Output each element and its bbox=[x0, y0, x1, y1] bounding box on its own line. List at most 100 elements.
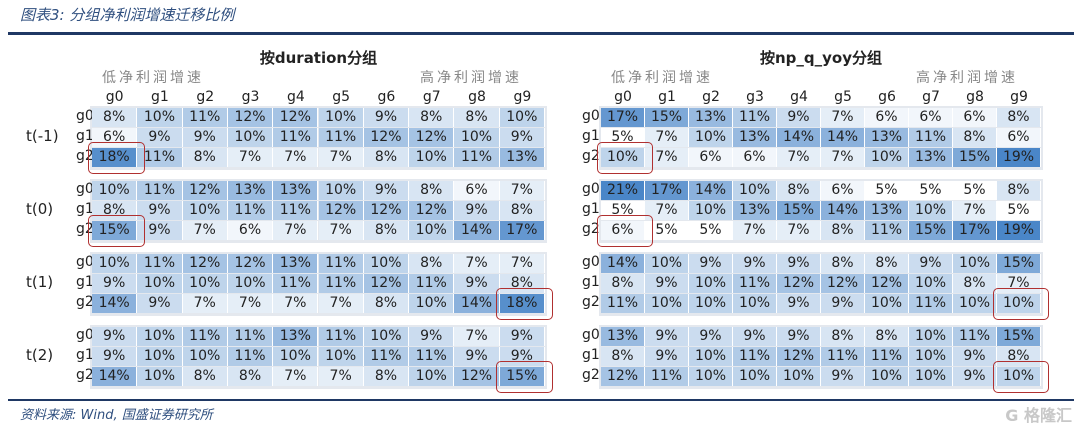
heatmap-cell: 8% bbox=[454, 108, 500, 127]
heatmap-cell: 6% bbox=[821, 181, 865, 200]
heatmap-cell: 11% bbox=[227, 201, 274, 220]
heatmap-cell: 11% bbox=[409, 347, 455, 366]
column-header: g1 bbox=[658, 89, 676, 105]
heatmap-cell: 10% bbox=[137, 274, 183, 293]
heatmap-cell: 9% bbox=[909, 254, 953, 273]
heatmap-cell: 10% bbox=[953, 294, 997, 313]
heatmap-cell: 14% bbox=[92, 294, 138, 313]
heatmap-cell: 12% bbox=[777, 274, 821, 293]
heatmap-cell: 17% bbox=[499, 221, 545, 240]
heatmap-cell: 9% bbox=[733, 254, 777, 273]
heatmap-cell: 7% bbox=[318, 367, 364, 386]
heatmap-cell: 9% bbox=[363, 108, 410, 127]
heatmap-cell: 12% bbox=[363, 128, 410, 147]
row-header: g0 bbox=[582, 254, 600, 270]
heatmap-cell: 8% bbox=[409, 181, 455, 200]
source-note: 资料来源: Wind, 国盛证券研究所 bbox=[20, 408, 213, 423]
heatmap-cell: 8% bbox=[182, 148, 228, 167]
heatmap-cell: 10% bbox=[909, 367, 953, 386]
heatmap-cell: 15% bbox=[909, 221, 953, 240]
heatmap-cell: 8% bbox=[953, 274, 997, 293]
heatmap-cell: 6% bbox=[865, 108, 909, 127]
heatmap-cell: 9% bbox=[499, 128, 545, 147]
heatmap-cell: 18% bbox=[499, 294, 545, 313]
heatmap-cell: 10% bbox=[689, 367, 733, 386]
heatmap-cell: 10% bbox=[997, 367, 1041, 386]
heatmap-cell: 8% bbox=[777, 181, 821, 200]
heatmap-cell: 7% bbox=[821, 108, 865, 127]
heatmap-cell: 13% bbox=[273, 181, 319, 200]
heatmap-cell: 11% bbox=[409, 274, 455, 293]
heatmap-cell: 8% bbox=[499, 201, 545, 220]
heatmap-cell: 12% bbox=[273, 108, 319, 127]
heatmap-cell: 10% bbox=[227, 128, 274, 147]
heatmap-cell: 7% bbox=[645, 128, 689, 147]
low-growth-label: 低净利润增速 bbox=[102, 70, 204, 86]
heatmap-cell: 10% bbox=[909, 347, 953, 366]
heatmap-cell: 6% bbox=[733, 148, 777, 167]
heatmap-cell: 11% bbox=[182, 327, 228, 346]
heatmap-cell: 11% bbox=[273, 274, 319, 293]
highlight-box bbox=[495, 361, 553, 393]
heatmap-cell: 11% bbox=[137, 181, 183, 200]
heatmap-cell: 10% bbox=[909, 201, 953, 220]
heatmap-cell: 9% bbox=[92, 327, 138, 346]
heatmap-cell: 9% bbox=[821, 294, 865, 313]
high-growth-label: 高净利润增速 bbox=[420, 70, 522, 86]
heatmap-cell: 8% bbox=[821, 327, 865, 346]
heatmap-cell: 19% bbox=[997, 148, 1041, 167]
heatmap-cell: 12% bbox=[182, 181, 228, 200]
heatmap-cell: 8% bbox=[409, 108, 455, 127]
heatmap-cell: 10% bbox=[909, 327, 953, 346]
heatmap-cell: 7% bbox=[182, 221, 228, 240]
heatmap-cell: 7% bbox=[499, 181, 545, 200]
panel-title: 按np_q_yoy分组 bbox=[759, 49, 882, 67]
heatmap-cell: 7% bbox=[733, 221, 777, 240]
heatmap-cell: 7% bbox=[318, 221, 364, 240]
highlight-box bbox=[88, 215, 146, 247]
heatmap-cell: 11% bbox=[227, 327, 274, 346]
heatmap-cell: 13% bbox=[733, 128, 777, 147]
column-header: g3 bbox=[746, 89, 764, 105]
heatmap-cell: 8% bbox=[997, 108, 1041, 127]
heatmap-cell: 11% bbox=[227, 347, 274, 366]
row-header: g2 bbox=[76, 221, 94, 237]
heatmap-cell: 10% bbox=[997, 294, 1041, 313]
heatmap-cell: 10% bbox=[499, 108, 545, 127]
column-header: g8 bbox=[468, 89, 486, 105]
heatmap-cell: 9% bbox=[821, 367, 865, 386]
heatmap-cell: 11% bbox=[733, 108, 777, 127]
heatmap-cell: 12% bbox=[182, 254, 228, 273]
row-header: g1 bbox=[76, 274, 94, 290]
heatmap-cell: 6% bbox=[601, 221, 645, 240]
highlight-box bbox=[88, 142, 146, 174]
heatmap-cell: 9% bbox=[777, 254, 821, 273]
heatmap-cell: 5% bbox=[865, 181, 909, 200]
heatmap-cell: 13% bbox=[273, 327, 319, 346]
heatmap-cell: 9% bbox=[777, 108, 821, 127]
row-header: g1 bbox=[582, 274, 600, 290]
heatmap-cell: 11% bbox=[137, 148, 183, 167]
heatmap-cell: 8% bbox=[865, 327, 909, 346]
heatmap-cell: 11% bbox=[821, 347, 865, 366]
heatmap-cell: 9% bbox=[953, 347, 997, 366]
heatmap-cell: 10% bbox=[865, 148, 909, 167]
heatmap-cell: 11% bbox=[318, 327, 364, 346]
heatmap-cell: 12% bbox=[227, 254, 274, 273]
heatmap-cell: 9% bbox=[363, 181, 410, 200]
period-label: t(-1) bbox=[26, 127, 59, 145]
heatmap-cell: 13% bbox=[865, 201, 909, 220]
row-header: g0 bbox=[76, 108, 94, 124]
heatmap-cell: 15% bbox=[997, 327, 1041, 346]
heatmap-cell: 8% bbox=[821, 221, 865, 240]
row-header: g2 bbox=[76, 367, 94, 383]
heatmap-cell: 12% bbox=[227, 108, 274, 127]
heatmap-cell: 17% bbox=[601, 108, 645, 127]
heatmap-cell: 8% bbox=[363, 148, 410, 167]
heatmap-cell: 7% bbox=[953, 201, 997, 220]
column-header: g4 bbox=[286, 89, 305, 105]
heatmap-cell: 9% bbox=[645, 327, 689, 346]
heatmap-cell: 10% bbox=[182, 347, 228, 366]
highlight-box bbox=[993, 361, 1049, 393]
